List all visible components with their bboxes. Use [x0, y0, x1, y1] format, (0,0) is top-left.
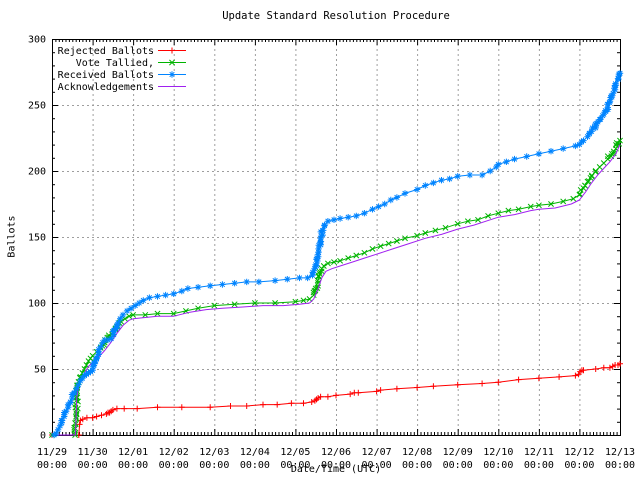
x-tick-date: 12/01	[118, 447, 148, 458]
series-rejected-ballots	[49, 360, 623, 438]
x-tick-date: 12/05	[280, 447, 310, 458]
y-tick-label: 50	[34, 365, 46, 376]
y-tick-label: 300	[28, 35, 46, 46]
x-tick-time: 00:00	[280, 460, 310, 471]
x-tick-time: 00:00	[564, 460, 594, 471]
chart-title: Update Standard Resolution Procedure	[222, 10, 450, 22]
y-tick-label: 100	[28, 299, 46, 310]
x-tick-time: 00:00	[37, 460, 67, 471]
grid-lines	[52, 39, 620, 435]
series-acknowledgements	[52, 144, 621, 436]
x-tick-date: 12/02	[159, 447, 189, 458]
x-tick-time: 00:00	[605, 460, 635, 471]
x-tick-date: 11/30	[78, 447, 108, 458]
x-tick-date: 12/08	[402, 447, 432, 458]
tick-labels: 0 50 100 150 200 250 300 11/29 00:00 11/30 00:00 12…	[28, 35, 635, 472]
series-line-acknowledgements	[52, 144, 621, 436]
x-tick-time: 00:00	[443, 460, 473, 471]
y-axis-title: Ballots	[6, 215, 18, 258]
x-tick-date: 12/04	[240, 447, 270, 458]
x-tick-date: 12/13	[605, 447, 635, 458]
x-axis-title: Date/Time (UTC)	[290, 464, 382, 475]
x-tick-date: 12/11	[524, 447, 554, 458]
x-tick-time: 00:00	[402, 460, 432, 471]
legend-sample-marker	[168, 71, 176, 78]
legend-label: Acknowledgements	[58, 82, 154, 93]
x-tick-time: 00:00	[159, 460, 189, 471]
x-tick-time: 00:00	[240, 460, 270, 471]
series-received-ballots	[50, 70, 624, 439]
y-tick-label: 200	[28, 167, 46, 178]
x-tick-date: 11/29	[37, 447, 67, 458]
x-tick-date: 12/09	[443, 447, 473, 458]
x-tick-time: 00:00	[118, 460, 148, 471]
series-markers-received-ballots	[50, 70, 624, 439]
legend-sample-marker	[169, 59, 175, 66]
x-tick-date: 12/10	[483, 447, 513, 458]
x-tick-date: 12/06	[321, 447, 351, 458]
legend-sample-marker	[169, 47, 175, 54]
x-tick-date: 12/03	[199, 447, 229, 458]
x-tick-date: 12/07	[362, 447, 392, 458]
x-tick-time: 00:00	[78, 460, 108, 471]
x-tick-time: 00:00	[199, 460, 229, 471]
x-tick-time: 00:00	[524, 460, 554, 471]
y-tick-label: 0	[40, 431, 46, 442]
legend-label: Received Ballots	[58, 70, 154, 81]
x-tick-time: 00:00	[483, 460, 513, 471]
legend-label: Vote Tallied,	[76, 58, 154, 69]
x-tick-time: 00:00	[362, 460, 392, 471]
y-tick-label: 250	[28, 101, 46, 112]
legend-label: Rejected Ballots	[58, 46, 154, 57]
y-tick-label: 150	[28, 233, 46, 244]
x-tick-date: 12/12	[564, 447, 594, 458]
x-tick-time: 00:00	[321, 460, 351, 471]
